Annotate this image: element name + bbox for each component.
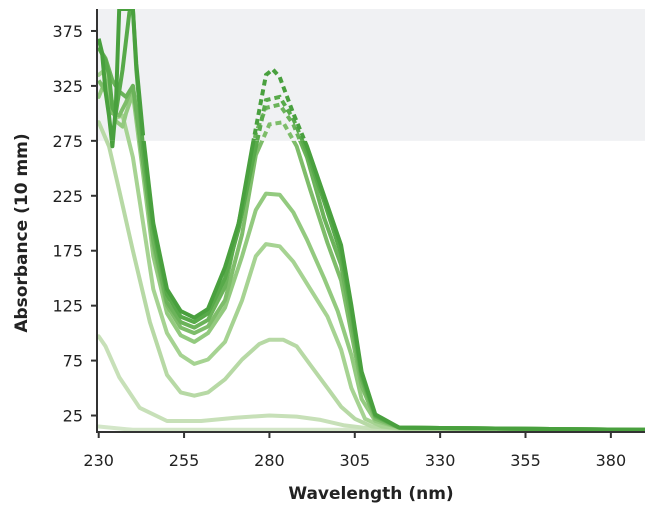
x-axis-title: Wavelength (nm) [288,484,453,504]
series-line-6 [138,140,645,432]
y-tick-label: 25 [63,407,83,426]
y-ticks: 25 75 125 175 225 275 325 375 [52,22,97,426]
y-tick-label: 225 [52,187,83,206]
x-tick-label: 255 [169,451,200,470]
x-tick-label: 380 [596,451,627,470]
series-line-3 [98,120,645,432]
y-tick-label: 325 [52,77,83,96]
saturation-region [98,9,645,141]
y-tick-label: 375 [52,22,83,41]
x-ticks: 230 255 280 305 330 355 380 [83,432,626,470]
x-tick-label: 305 [340,451,371,470]
y-tick-label: 125 [52,297,83,316]
y-tick-label: 275 [52,132,83,151]
x-tick-label: 280 [254,451,285,470]
y-tick-label: 75 [63,352,83,371]
y-axis-title: Absorbance (10 mm) [12,133,32,332]
series-line-6-saturated-dashed [259,120,296,141]
series-layer [98,9,645,432]
x-tick-label: 230 [83,451,114,470]
x-tick-label: 355 [510,451,541,470]
y-tick-label: 175 [52,242,83,261]
series-line-9 [109,140,645,432]
series-line-2 [98,334,645,432]
series-line-5 [98,78,645,432]
x-tick-label: 330 [425,451,456,470]
series-line-9-edge [98,9,146,141]
